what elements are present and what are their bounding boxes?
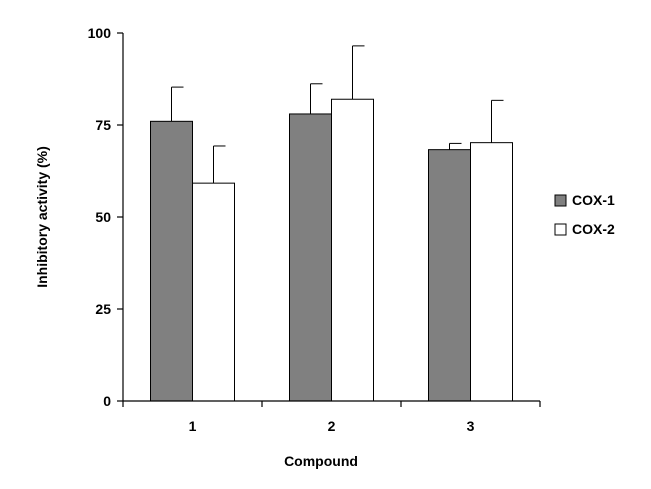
y-tick-label: 75 bbox=[95, 117, 111, 133]
plot-area bbox=[150, 98, 513, 402]
y-tick-label: 100 bbox=[88, 25, 112, 41]
error-bar-cox-2-2 bbox=[352, 45, 365, 100]
x-axis-ticks: 1 2 3 bbox=[122, 401, 541, 434]
legend-label-cox-1: COX-1 bbox=[572, 192, 615, 208]
error-bar-cox-2-3 bbox=[491, 99, 504, 143]
y-tick-label: 0 bbox=[103, 393, 111, 409]
y-tick-label: 50 bbox=[95, 209, 111, 225]
x-axis-title: Compound bbox=[284, 453, 358, 469]
legend: COX-1 COX-2 bbox=[554, 192, 615, 237]
error-bar-cox-2-1 bbox=[213, 145, 226, 184]
x-tick-label: 2 bbox=[328, 418, 336, 434]
bar-cox-1-2 bbox=[289, 113, 332, 402]
legend-swatch-cox-1 bbox=[554, 194, 567, 207]
x-tick-label: 1 bbox=[189, 418, 197, 434]
bar-cox-2-3 bbox=[470, 142, 513, 402]
y-axis-title: Inhibitory activity (%) bbox=[34, 146, 50, 288]
y-tick-label: 25 bbox=[95, 301, 111, 317]
y-axis-ticks: 0 25 50 75 100 bbox=[88, 25, 123, 409]
bar-cox-1-1 bbox=[150, 120, 193, 402]
bar-cox-2-1 bbox=[192, 182, 235, 402]
bar-cox-2-2 bbox=[331, 98, 374, 402]
legend-label-cox-2: COX-2 bbox=[572, 221, 615, 237]
error-bars bbox=[171, 45, 504, 184]
error-bar-cox-1-2 bbox=[310, 83, 323, 114]
error-bar-cox-1-1 bbox=[171, 86, 184, 122]
error-bar-cox-1-3 bbox=[449, 142, 462, 150]
x-tick-label: 3 bbox=[467, 418, 475, 434]
legend-swatch-cox-2 bbox=[554, 223, 567, 236]
bar-cox-1-3 bbox=[428, 149, 471, 402]
